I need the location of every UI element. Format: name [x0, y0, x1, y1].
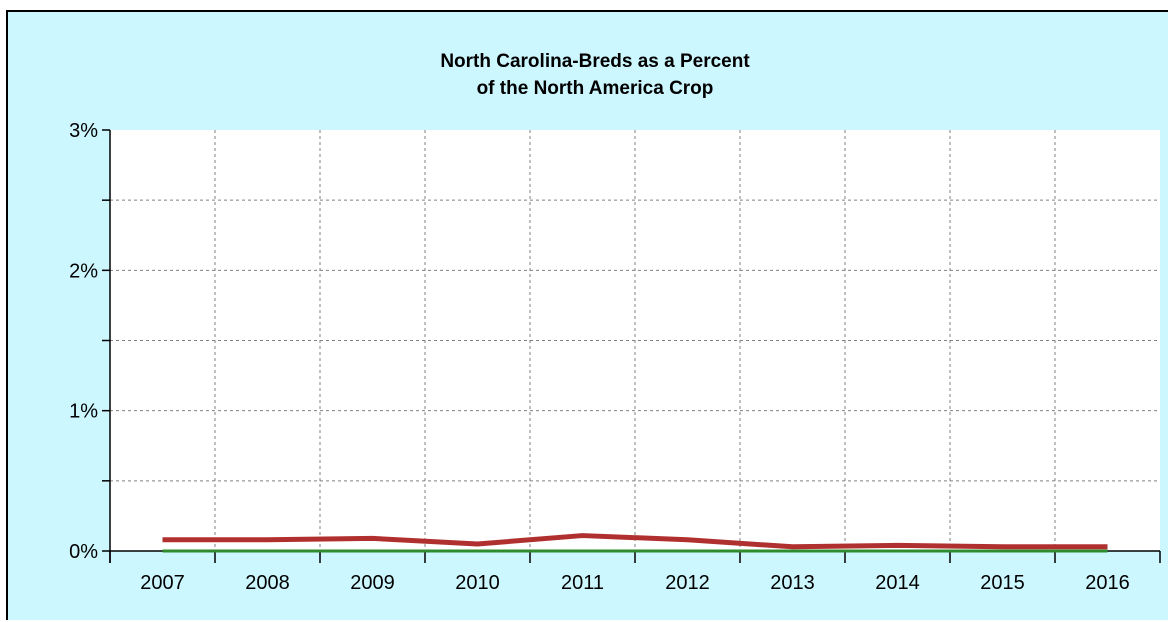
- y-tick-label: 2%: [69, 260, 98, 282]
- x-tick-label: 2015: [980, 572, 1025, 594]
- data-point: [372, 551, 373, 552]
- data-point: [1107, 551, 1108, 552]
- x-tick-label: 2008: [245, 572, 290, 594]
- x-tick-label: 2012: [665, 572, 710, 594]
- chart-title-line-2: of the North America Crop: [477, 78, 714, 99]
- data-point: [687, 539, 688, 540]
- x-tick-label: 2013: [770, 572, 815, 594]
- data-point: [477, 551, 478, 552]
- data-point: [582, 535, 583, 536]
- data-point: [372, 538, 373, 539]
- data-point: [897, 551, 898, 552]
- series-line-0: [162, 533, 1108, 550]
- data-point: [1002, 546, 1003, 547]
- data-point: [477, 543, 478, 544]
- data-point: [1107, 546, 1108, 547]
- series-lines: [162, 533, 1108, 553]
- data-point: [582, 551, 583, 552]
- data-point: [687, 551, 688, 552]
- x-tick-label: 2010: [455, 572, 500, 594]
- data-point: [792, 551, 793, 552]
- tick-labels: 0% 1% 2% 3% 2007 2008 2009 2010 2011 2012 2013 2014…: [69, 120, 1130, 594]
- y-tick-label: 3%: [69, 120, 98, 142]
- data-point: [792, 546, 793, 547]
- data-point: [267, 551, 268, 552]
- chart-frame: North Carolina-Breds as a Percent of the…: [6, 10, 1168, 620]
- x-tick-label: 2014: [875, 572, 920, 594]
- data-point: [267, 539, 268, 540]
- data-point: [1002, 551, 1003, 552]
- x-tick-label: 2007: [140, 572, 185, 594]
- x-tick-label: 2011: [561, 572, 604, 594]
- x-tick-label: 2016: [1085, 572, 1130, 594]
- y-tick-label: 0%: [69, 541, 98, 563]
- data-point: [897, 545, 898, 546]
- grid-lines: [110, 130, 1160, 551]
- data-point: [162, 539, 163, 540]
- chart-title-line-1: North Carolina-Breds as a Percent: [440, 51, 750, 72]
- line-chart: North Carolina-Breds as a Percent of the…: [69, 51, 1161, 594]
- y-tick-label: 1%: [69, 401, 98, 423]
- x-tick-label: 2009: [350, 572, 395, 594]
- data-point: [162, 551, 163, 552]
